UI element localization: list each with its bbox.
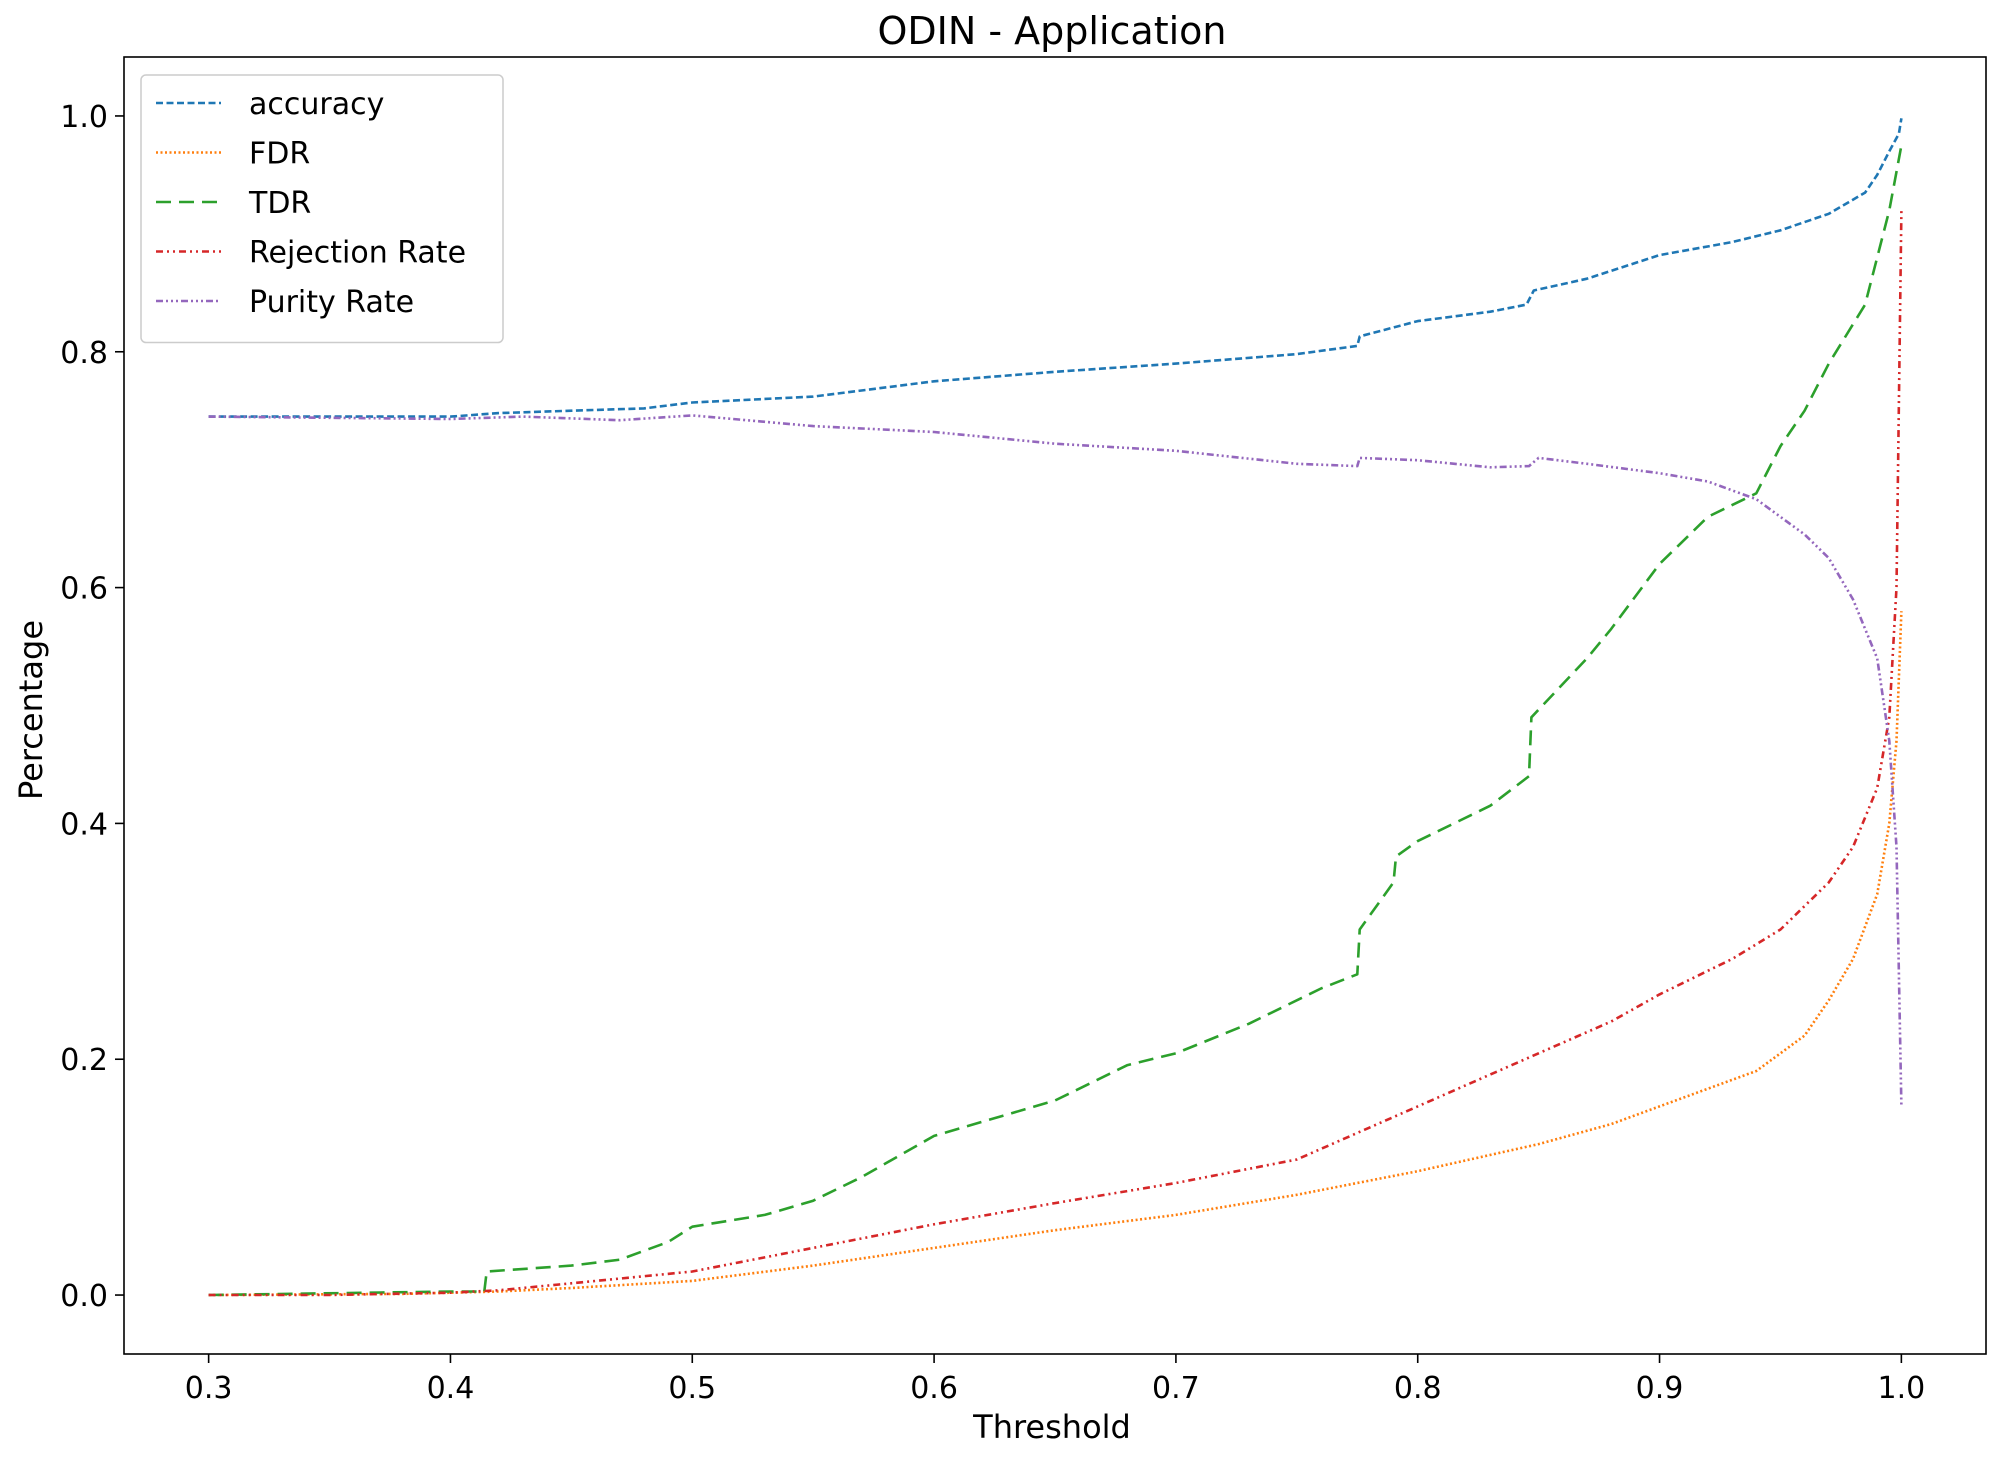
legend-label: Purity Rate (249, 285, 414, 320)
plot-frame (123, 56, 1987, 1355)
legend-label: Rejection Rate (249, 236, 466, 271)
legend-label: TDR (248, 186, 311, 221)
x-axis: 0.3 0.4 0.5 0.6 0.7 0.8 0.9 1.0 (185, 1354, 1925, 1406)
chart-title: ODIN - Application (878, 9, 1227, 53)
y-axis-label: Percentage (12, 620, 50, 800)
x-tick-label: 0.6 (910, 1371, 958, 1406)
y-tick-label: 0.0 (60, 1279, 108, 1314)
x-axis-label: Threshold (972, 1408, 1131, 1446)
legend-label: FDR (249, 137, 310, 172)
y-tick-label: 0.2 (60, 1043, 108, 1078)
x-tick-label: 0.5 (668, 1371, 716, 1406)
series-line-rejection-rate (208, 210, 1903, 1297)
legend-box (140, 74, 504, 344)
series-line-purity-rate (208, 414, 1903, 1107)
y-tick-label: 1.0 (60, 100, 108, 135)
y-tick-label: 0.8 (60, 336, 108, 371)
series-line-fdr (208, 611, 1903, 1297)
series-line-accuracy (208, 118, 1903, 418)
x-tick-label: 1.0 (1878, 1371, 1926, 1406)
x-tick-label: 0.8 (1394, 1371, 1442, 1406)
y-axis: 0.0 0.2 0.4 0.6 0.8 1.0 (60, 100, 124, 1314)
series-line-tdr (208, 145, 1903, 1297)
x-tick-label: 0.7 (1152, 1371, 1200, 1406)
y-tick-label: 0.4 (60, 807, 108, 842)
x-tick-label: 0.9 (1636, 1371, 1684, 1406)
plot-area (123, 56, 1987, 1355)
x-tick-label: 0.4 (427, 1371, 475, 1406)
legend: accuracy FDR TDR Rejection Rate Purity Rate (140, 74, 504, 344)
y-tick-label: 0.6 (60, 572, 108, 607)
x-tick-label: 0.3 (185, 1371, 233, 1406)
legend-label: accuracy (249, 87, 384, 122)
